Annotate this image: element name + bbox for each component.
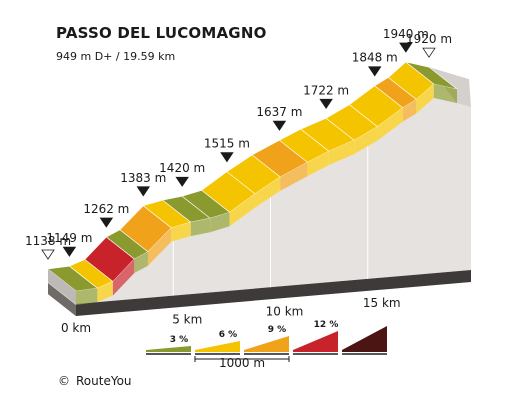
elevation-label: 1383 m: [120, 171, 166, 185]
legend-label: 12 %: [314, 320, 339, 330]
road-side: [377, 107, 403, 141]
road-layer: [47, 61, 458, 305]
credit-text: RouteYou: [76, 374, 132, 388]
road-side: [254, 176, 281, 208]
credit: © RouteYou: [58, 374, 132, 388]
filled-marker-icon: [367, 66, 382, 77]
legend-swatch: [195, 341, 240, 352]
filled-marker-icon: [399, 42, 413, 53]
chart-title: PASSO DEL LUCOMAGNO: [56, 24, 267, 42]
elevation-label: 1722 m: [303, 83, 349, 97]
elevation-label: 1637 m: [256, 105, 302, 119]
legend-swatch: [342, 326, 387, 352]
elevation-label: 1920 m: [406, 32, 452, 46]
filled-marker-icon: [220, 152, 234, 163]
road-side: [307, 151, 329, 177]
distance-tick-label: 15 km: [363, 296, 401, 310]
grade-legend: 3 % 6 % 9 % 12 % 1000 m: [146, 320, 387, 370]
legend-label: 3 %: [170, 335, 188, 345]
elevation-label: 1515 m: [204, 137, 250, 151]
filled-marker-icon: [136, 186, 151, 197]
road-start-cap: [48, 269, 76, 305]
legend-label: 6 %: [219, 330, 237, 340]
legend-swatch: [146, 346, 191, 352]
elevation-label: 1940 m: [383, 27, 429, 41]
road-side: [76, 288, 98, 305]
road-side: [354, 126, 378, 155]
ground-base: [48, 270, 471, 316]
distance-tick-label: 5 km: [172, 313, 202, 327]
road-side: [210, 212, 230, 233]
open-marker-icon: [422, 47, 436, 58]
road-side: [134, 251, 148, 273]
road-side: [97, 281, 113, 303]
filled-marker-icon: [272, 120, 287, 131]
chart-subtitle: 949 m D+ / 19.59 km: [56, 50, 176, 63]
scale-bar-label: 1000 m: [219, 356, 265, 370]
road-side: [171, 222, 191, 242]
road-side: [328, 140, 355, 166]
filled-marker-icon: [62, 246, 77, 257]
ground-face: [76, 98, 471, 305]
elevation-label: 1138 m: [25, 234, 71, 248]
road-side: [147, 227, 172, 266]
road-side: [416, 84, 434, 114]
legend-swatch: [293, 331, 338, 352]
open-marker-icon: [41, 249, 55, 260]
legend-label: 9 %: [268, 325, 286, 335]
road-side: [402, 99, 417, 122]
distance-tick-label: 10 km: [266, 304, 304, 318]
road-side: [433, 84, 457, 104]
road-side: [112, 258, 135, 296]
road-side: [280, 162, 308, 191]
ground-base-end: [48, 282, 76, 316]
filled-marker-icon: [319, 98, 333, 109]
distance-axis: 0 km 5 km 10 km 15 km: [61, 146, 401, 335]
elevation-label: 1149 m: [46, 231, 92, 245]
filled-marker-icon: [99, 217, 114, 228]
copyright-icon: ©: [58, 374, 70, 388]
filled-marker-icon: [175, 176, 189, 187]
road-side: [229, 193, 255, 227]
ground-start-face: [48, 282, 76, 305]
distance-tick-label: 0 km: [61, 321, 91, 335]
elevation-label: 1420 m: [159, 161, 205, 175]
road-side: [190, 218, 211, 237]
elevation-label: 1262 m: [83, 202, 129, 216]
elevation-label: 1848 m: [352, 51, 398, 65]
legend-swatch: [244, 336, 289, 352]
